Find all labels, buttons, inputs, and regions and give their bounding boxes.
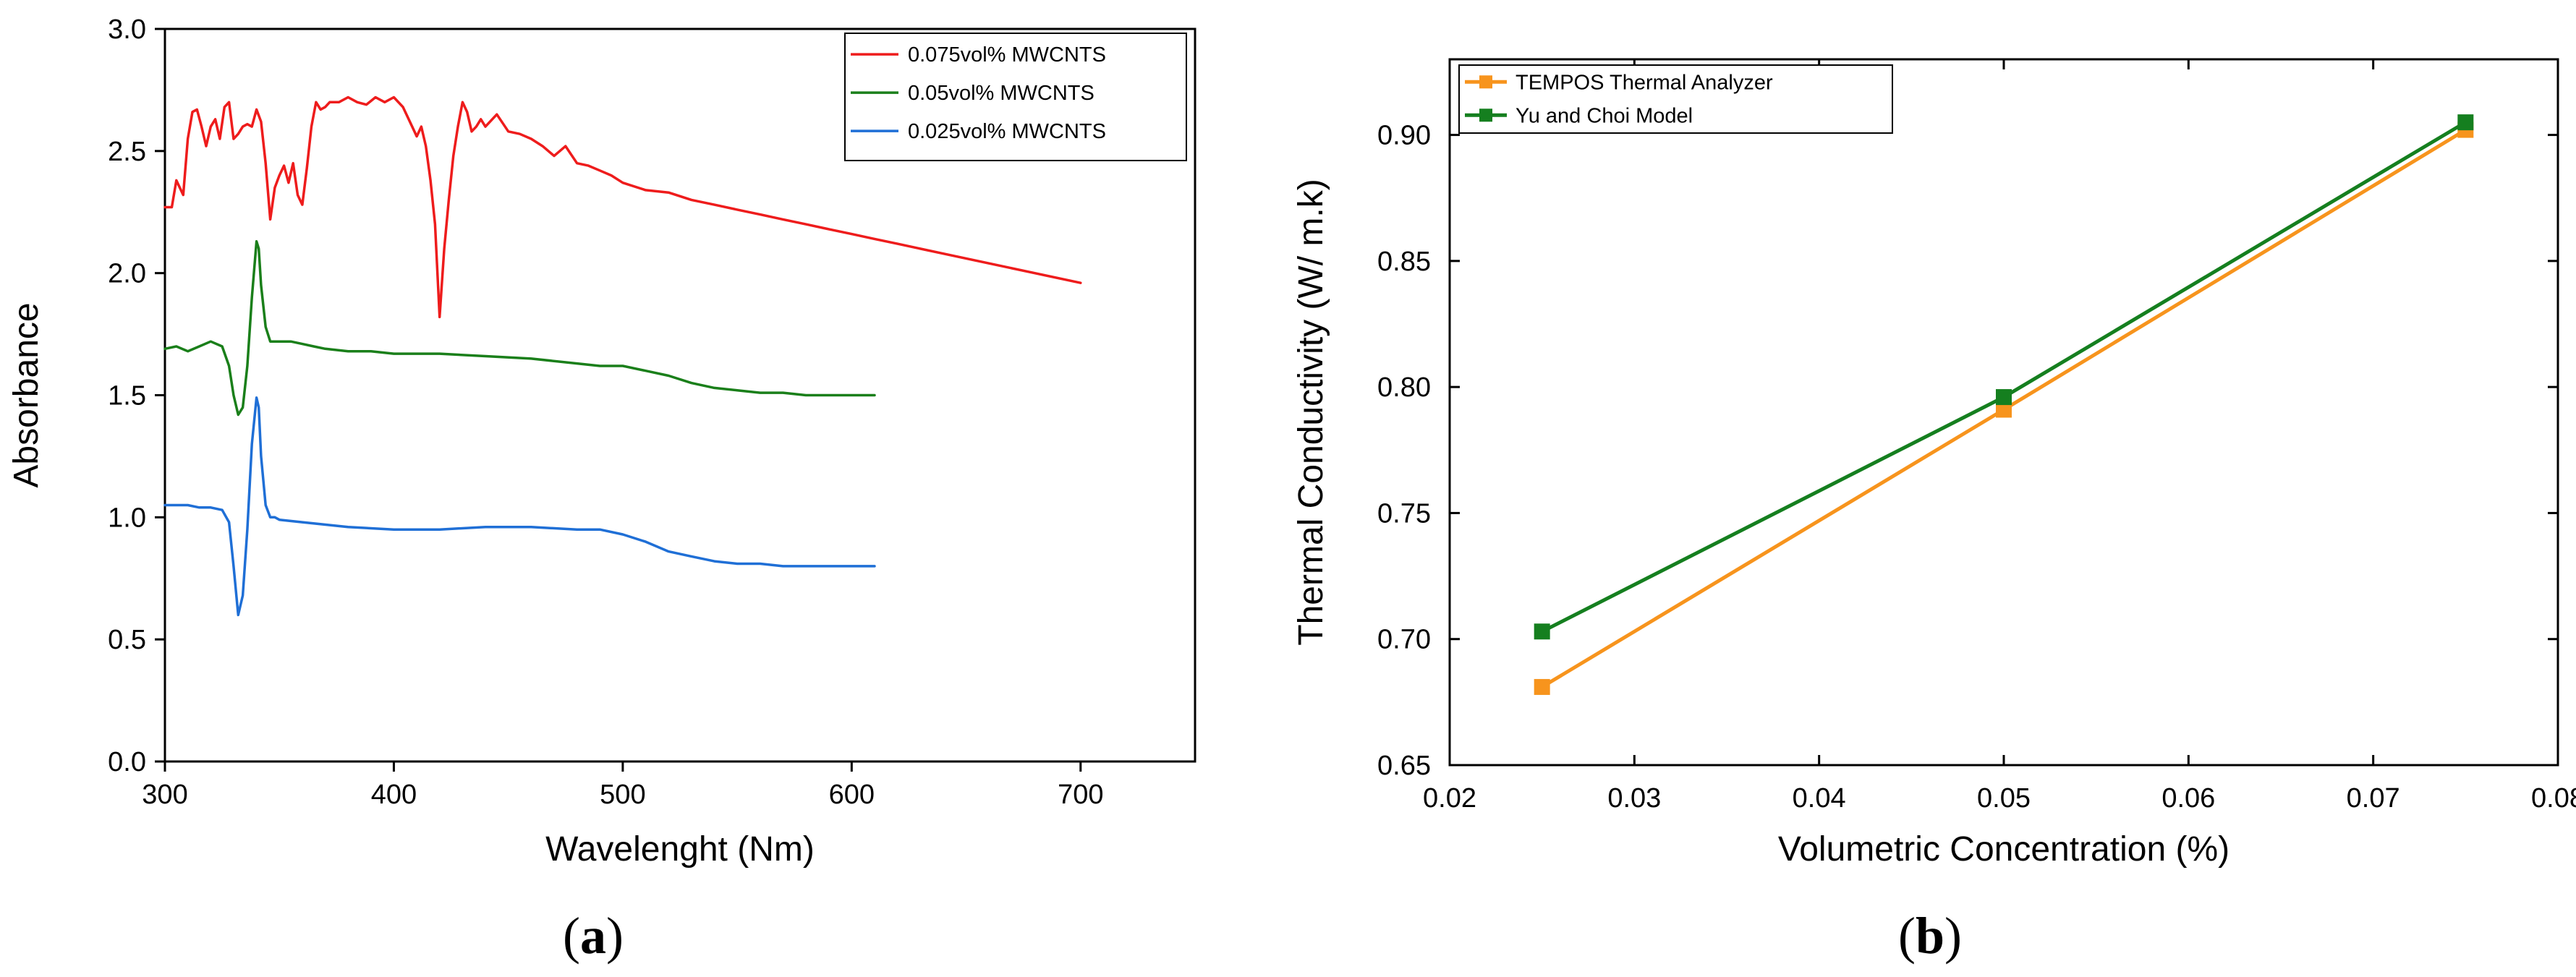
y-tick-label: 0.85 [1377,247,1431,277]
x-tick-label: 0.08 [2531,783,2576,814]
y-tick-label: 0.5 [108,625,146,655]
x-tick-label: 0.02 [1423,783,1476,814]
x-axis-title: Wavelenght (Nm) [545,830,815,869]
y-tick-label: 0.80 [1377,372,1431,403]
legend-label: 0.05vol% MWCNTS [908,82,1094,105]
y-tick-label: 0.90 [1377,121,1431,151]
data-point-1 [1996,389,2012,406]
series-line-0 [163,95,1082,319]
panel-label-a: (a) [563,907,624,965]
y-tick-label: 2.5 [108,137,146,167]
y-tick-label: 0.0 [108,747,146,777]
y-tick-label: 1.0 [108,503,146,533]
legend-label: Yu and Choi Model [1516,104,1693,127]
y-tick-label: 2.0 [108,259,146,289]
data-point-0 [1996,401,2012,418]
legend-label: 0.025vol% MWCNTS [908,120,1106,143]
legend-box [1458,64,1893,134]
series-line-1 [163,240,876,417]
x-tick-label: 0.04 [1793,783,1846,814]
legend-label: 0.075vol% MWCNTS [908,43,1106,67]
y-axis-title: Thermal Conductivity (W/ m.k) [1292,179,1330,645]
x-tick-label: 400 [371,780,417,810]
x-tick-label: 0.06 [2161,783,2215,814]
x-axis-title: Volumetric Concentration (%) [1778,830,2229,869]
series-line-2 [163,396,876,617]
y-tick-label: 1.5 [108,381,146,411]
x-tick-label: 0.03 [1607,783,1661,814]
x-tick-label: 0.05 [1977,783,2031,814]
y-tick-label: 3.0 [108,14,146,45]
y-axis-title: Absorbance [7,302,46,487]
legend-label: TEMPOS Thermal Analyzer [1516,71,1773,94]
chart-b: 0.02 0.03 0.04 0.05 0.06 0.07 0.08 0.65 0.70 0.75… [1292,58,2576,869]
x-tick-label: 500 [600,780,645,810]
chart-a: 300 400 500 600 700 0.0 0.5 1.0 1.5 2.0 2.5 3.0 Wave… [7,14,1196,869]
x-tick-label: 0.07 [2347,783,2400,814]
data-point-1 [2457,114,2474,131]
data-point-0 [1534,678,1550,695]
y-tick-label: 0.70 [1377,625,1431,655]
y-tick-label: 0.65 [1377,751,1431,781]
legend-marker [1479,108,1492,122]
y-tick-label: 0.75 [1377,498,1431,529]
x-tick-label: 300 [142,780,187,810]
legend-box [844,33,1187,161]
data-point-1 [1534,623,1550,640]
x-tick-label: 700 [1058,780,1103,810]
x-tick-label: 600 [829,780,875,810]
legend-marker [1479,75,1492,89]
panel-label-b: (b) [1898,907,1962,965]
series-line-1 [1540,120,2467,633]
